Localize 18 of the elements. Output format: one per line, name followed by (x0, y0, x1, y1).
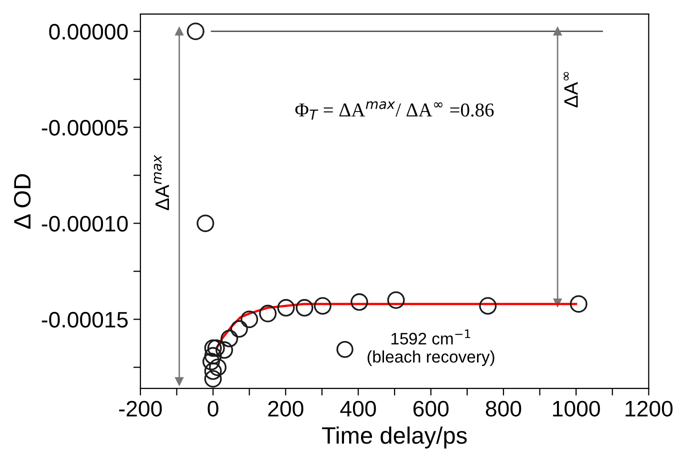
annotation: Φ$_{T}$ = ΔA$^{max}$/ ΔA$^{∞}$ =0.86 (295, 101, 494, 120)
y-tick-label: -0.00010 (42, 216, 128, 232)
x-tick-label: -200 (119, 400, 162, 417)
x-tick-label: 1200 (626, 400, 673, 417)
x-tick-label: 800 (486, 400, 522, 417)
y-tick-label: -0.00005 (42, 120, 128, 136)
legend-label: 1592 cm$^{−1}$ (bleach recovery) (368, 330, 494, 366)
x-axis-title: Time delay/ps (322, 426, 467, 449)
y-tick-label: -0.00015 (42, 312, 128, 328)
y-axis-title: Δ OD (14, 174, 31, 229)
x-tick-label: 400 (340, 400, 376, 417)
x-tick-label: 0 (208, 400, 218, 417)
y-tick-label: 0.00000 (49, 24, 128, 40)
ref-line-label: ΔA$^{∞}$ (564, 72, 578, 108)
x-tick-label: 600 (413, 400, 449, 417)
x-tick-label: 200 (268, 400, 304, 417)
x-tick-label: 1000 (553, 400, 600, 417)
ref-line-label: ΔA$^{max}$ (154, 154, 169, 210)
